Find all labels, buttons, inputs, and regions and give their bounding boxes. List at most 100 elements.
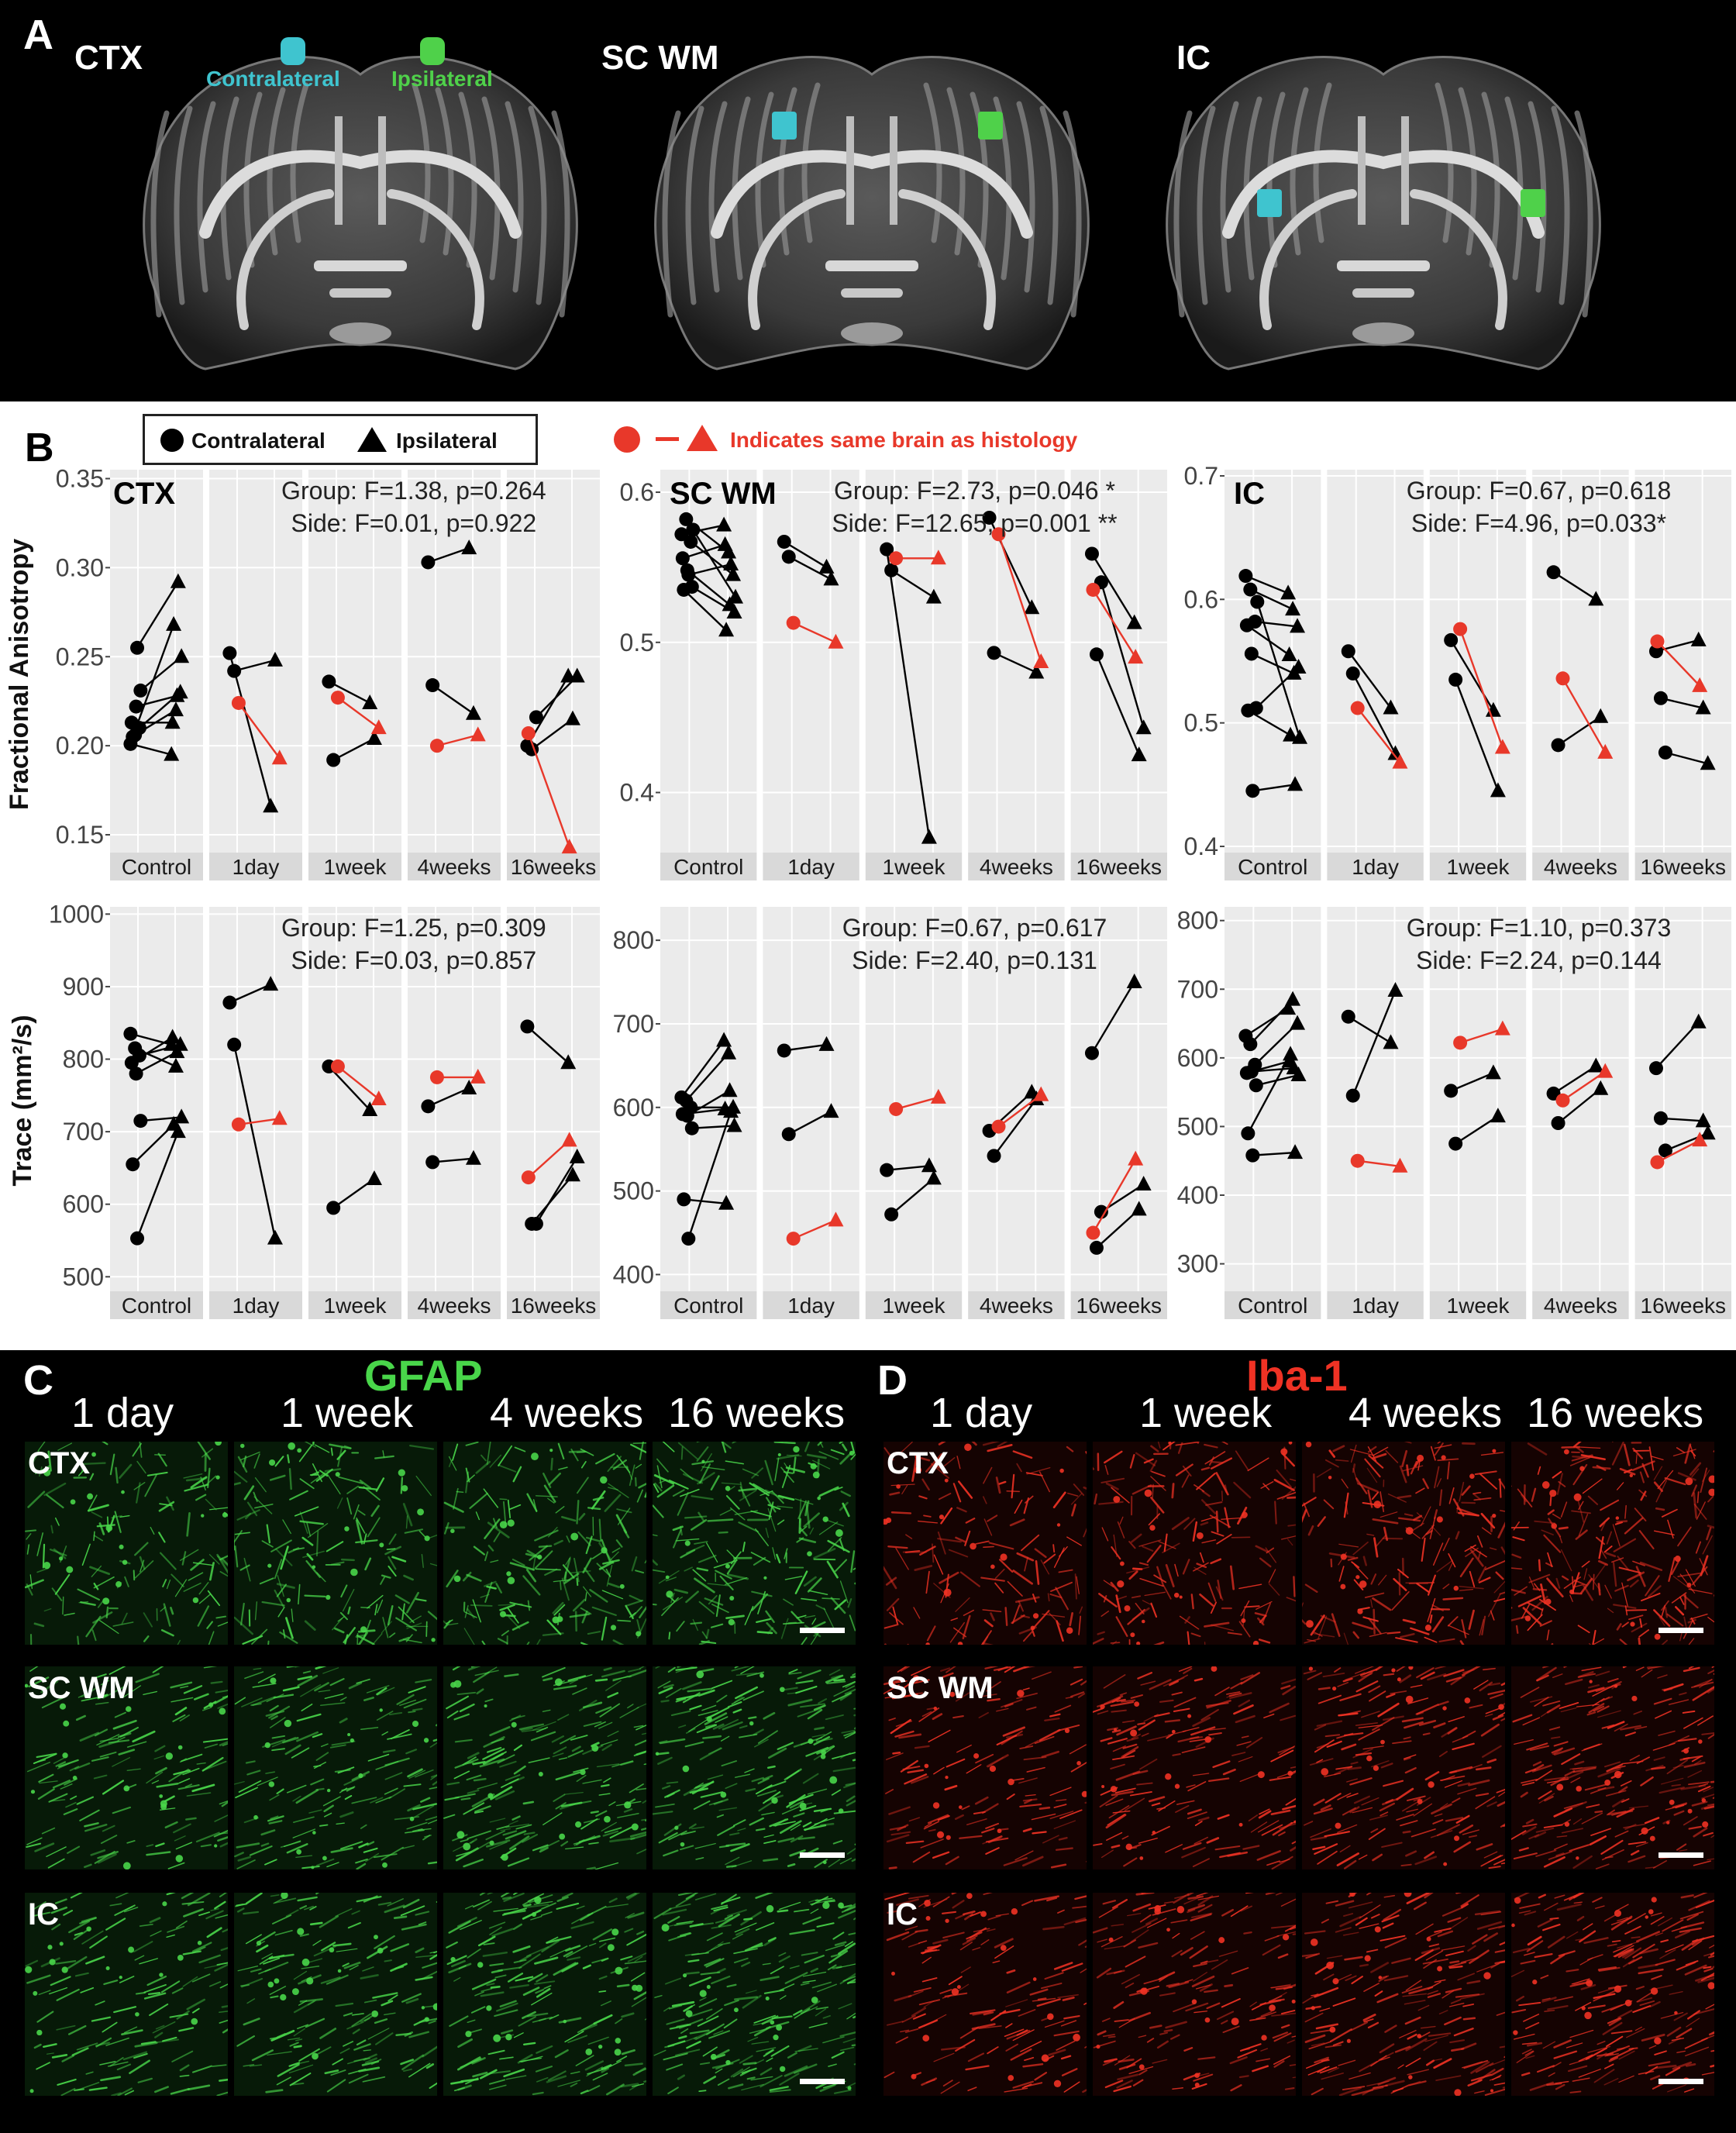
ipsilateral-point [1290, 1066, 1307, 1081]
ipsilateral-point [1126, 614, 1142, 629]
ipsilateral-point [370, 719, 387, 735]
facet-label: Control [1238, 1294, 1307, 1318]
facet-panel [507, 907, 600, 1291]
ipsilateral-point [370, 1091, 387, 1105]
y-tick-label: 0.15 [56, 821, 104, 849]
contralateral-point [880, 542, 894, 557]
pair-line [1247, 709, 1291, 736]
micrograph-tile [884, 1666, 1087, 1869]
pair-line [1100, 581, 1145, 729]
y-tick-label: 500 [613, 1177, 654, 1205]
micrograph-texture [234, 1666, 437, 1869]
ipsilateral-point [1290, 1015, 1306, 1030]
pair-line [1562, 1070, 1606, 1101]
micrograph-texture [234, 1442, 437, 1645]
pair-line [788, 1111, 832, 1135]
pair-line [1256, 601, 1301, 739]
facet-strip [1429, 853, 1527, 880]
y-tick-label: 700 [613, 1010, 654, 1038]
pair-line [1455, 1115, 1499, 1145]
contralateral-point [421, 1099, 436, 1114]
ipsilateral-point [1695, 699, 1711, 715]
contralateral-point [1653, 1111, 1668, 1125]
contralateral-point [227, 663, 242, 678]
micrograph-tile [884, 1442, 1087, 1645]
facet-strip [209, 1291, 302, 1319]
facet-strip [1532, 1291, 1629, 1319]
ipsilateral-point [716, 1032, 732, 1047]
contralateral-point [777, 1043, 791, 1058]
contralateral-point [521, 726, 536, 741]
micrograph-tile [443, 1442, 646, 1645]
y-tick-label: 0.20 [56, 732, 104, 760]
ipsilateral-point [721, 543, 737, 559]
ipsilateral-point [823, 570, 839, 586]
contralateral-point [675, 551, 690, 566]
facet-panel [660, 470, 757, 853]
facet-strip [408, 853, 501, 880]
contralateral-point [1084, 546, 1099, 561]
facet-strip [408, 1291, 501, 1319]
panel-a: A CTX SC WM IC Contralateral Ipsilateral [0, 0, 1736, 401]
pair-line [784, 1043, 827, 1052]
pair-line [1252, 784, 1296, 792]
contralateral-point [1453, 622, 1468, 636]
micrograph-tile [1302, 1666, 1505, 1869]
facet-panel [408, 470, 501, 853]
ipsilateral-point [1126, 973, 1142, 989]
ipsilateral-point [1283, 726, 1299, 742]
ipsilateral-point [170, 1123, 186, 1139]
ipsilateral-point [1700, 1125, 1716, 1140]
pair-line [229, 984, 271, 1004]
pair-line [130, 743, 172, 756]
pair-line [1245, 574, 1289, 594]
facet-strip [110, 853, 203, 880]
facet-label: 4weeks [1544, 855, 1617, 879]
facet-strip [1532, 853, 1629, 880]
ipsilateral-point [721, 1044, 737, 1060]
pair-line [1254, 1022, 1298, 1066]
pair-line [993, 1098, 1038, 1157]
ipsilateral-point [1290, 658, 1307, 674]
ipsilateral-point [465, 1149, 481, 1165]
pair-line [1252, 1151, 1296, 1156]
contralateral-point [124, 1056, 139, 1070]
facet-strip [507, 853, 600, 880]
y-tick-label: 600 [613, 1094, 654, 1122]
facet-label: 1day [787, 1294, 835, 1318]
ipsilateral-roi [420, 37, 445, 65]
contralateral-point [429, 739, 444, 753]
ipsilateral-point [925, 1170, 942, 1185]
ipsilateral-point [1131, 1201, 1147, 1216]
facet-panel [1327, 470, 1424, 853]
facet-panel [507, 470, 600, 853]
contralateral-point [884, 563, 899, 577]
scale-bar [800, 1852, 845, 1858]
micrograph-texture [1511, 1893, 1714, 2096]
facet-label: 4weeks [1544, 1294, 1617, 1318]
contralateral-point [1551, 738, 1566, 753]
chart-4: Control 1day 1week 4weeks 16weeks 800 700 600 50… [613, 907, 1167, 1319]
pair-line [885, 549, 931, 838]
chart-0: Control 1day 1week 4weeks 16weeks 0.35 0.30 0.2… [56, 464, 600, 880]
contralateral-point [1243, 582, 1258, 597]
pair-line [684, 1198, 727, 1204]
ipsilateral-point [921, 1157, 937, 1173]
chart-title: SC WM [670, 477, 777, 511]
micrograph-texture [1302, 1442, 1505, 1645]
contralateral-point [529, 1216, 543, 1231]
micrograph-texture [653, 1442, 856, 1645]
ipsilateral-point [723, 556, 739, 571]
facet-strip [308, 1291, 401, 1319]
contralateral-point [421, 555, 436, 570]
facet-strip [763, 853, 859, 880]
pair-line [793, 622, 836, 643]
pair-line [1356, 707, 1401, 763]
timepoint-label: 4 weeks [490, 1390, 644, 1436]
pair-line [1557, 715, 1601, 746]
facet-label: 1day [787, 855, 835, 879]
ipsilateral-point [267, 651, 283, 667]
contralateral-point [1244, 1064, 1259, 1079]
facet-strip [1634, 1291, 1731, 1319]
contralateral-point [1243, 1037, 1258, 1052]
